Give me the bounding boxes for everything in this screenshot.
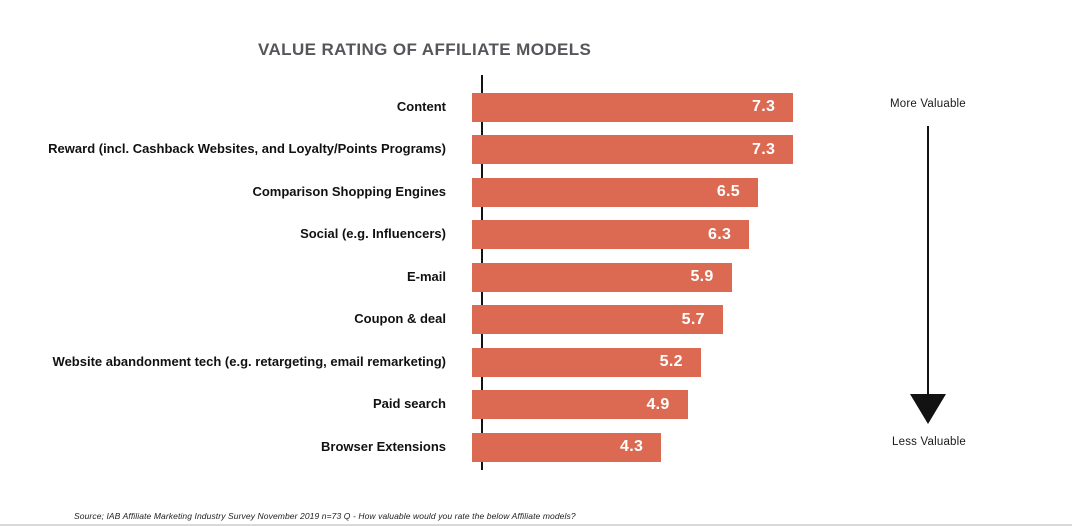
bar: 4.9 [472,390,688,420]
value-label: 4.9 [646,395,670,413]
bar-track: 4.3 [472,432,662,462]
category-label: Reward (incl. Cashback Websites, and Loy… [48,141,446,157]
bar-track: 6.5 [472,177,758,207]
bar-chart: Content 7.3 Reward (incl. Cashback Website… [30,75,930,470]
value-label: 7.3 [752,140,776,158]
bar-row: Website abandonment tech (e.g. retargeti… [30,341,930,384]
bar: 7.3 [472,135,794,165]
bar: 4.3 [472,432,662,462]
value-label: 7.3 [752,98,776,116]
source-note: Source; IAB Affiliate Marketing Industry… [74,511,576,521]
bar-row: Paid search 4.9 [30,384,930,427]
bar: 6.5 [472,177,758,207]
value-label: 5.9 [690,268,714,286]
category-label: Paid search [373,396,446,412]
bar: 5.9 [472,262,732,292]
value-label: 5.2 [659,353,683,371]
bar-row: Social (e.g. Influencers) 6.3 [30,214,930,257]
bar-row: Comparison Shopping Engines 6.5 [30,171,930,214]
value-label: 6.3 [708,225,732,243]
arrow-down-icon [910,126,946,424]
category-label: Browser Extensions [321,438,446,454]
value-label: 5.7 [681,310,705,328]
bar: 7.3 [472,92,794,122]
bar-track: 4.9 [472,390,688,420]
category-label: Website abandonment tech (e.g. retargeti… [52,353,446,369]
value-label: 4.3 [620,438,644,456]
bar-track: 7.3 [472,135,794,165]
bar: 5.7 [472,305,723,335]
category-label: Content [396,98,446,114]
bar-rows: Content 7.3 Reward (incl. Cashback Website… [30,86,930,469]
chart-title: VALUE RATING OF AFFILIATE MODELS [258,40,592,59]
category-label: E-mail [406,268,446,284]
bar-track: 7.3 [472,92,794,122]
more-valuable-label: More Valuable [890,98,966,110]
bar-row: Reward (incl. Cashback Websites, and Loy… [30,129,930,172]
value-label: 6.5 [716,183,740,201]
less-valuable-label: Less Valuable [892,436,966,448]
bar-row: Browser Extensions 4.3 [30,426,930,469]
bar-track: 6.3 [472,220,750,250]
bar-row: Coupon & deal 5.7 [30,299,930,342]
bar: 5.2 [472,347,701,377]
bar: 6.3 [472,220,750,250]
bar-track: 5.9 [472,262,732,292]
category-label: Coupon & deal [354,311,446,327]
category-label: Social (e.g. Influencers) [300,226,446,242]
bar-track: 5.2 [472,347,701,377]
bar-track: 5.7 [472,305,723,335]
category-label: Comparison Shopping Engines [252,183,446,199]
bar-row: E-mail 5.9 [30,256,930,299]
bar-row: Content 7.3 [30,86,930,129]
